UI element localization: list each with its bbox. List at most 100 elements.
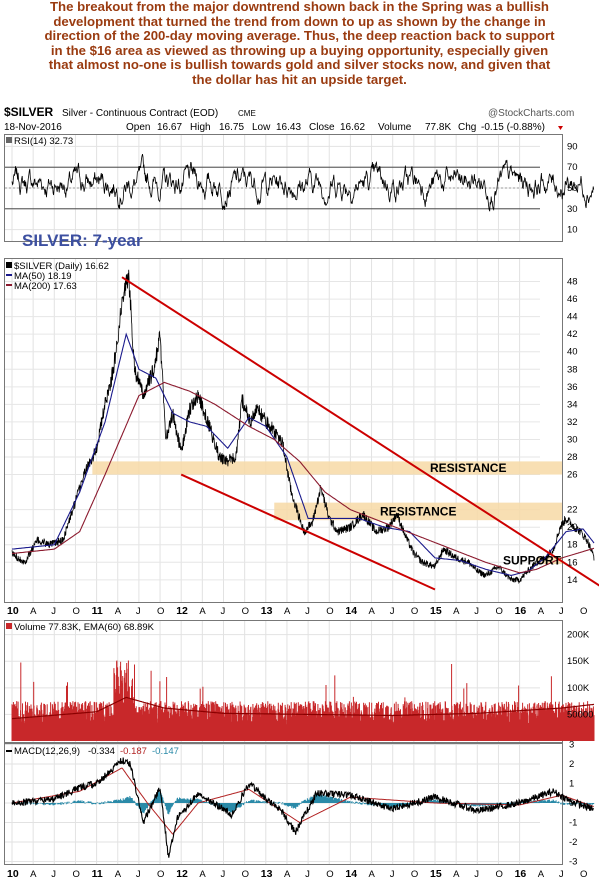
macd-tick-label: 1 [569,779,574,790]
x-axis-label: O [411,606,418,617]
x-axis-label: J [221,869,226,880]
channel-upper-line [121,276,599,587]
rsi-legend: RSI(14) 32.73 [6,136,73,147]
macd-tick-label: 0 [569,798,574,809]
price-zone-band [92,461,563,475]
open-value: 16.67 [157,122,182,133]
x-axis-label: 13 [261,868,273,880]
volume-legend: Volume 77.83K, EMA(60) 68.89K [6,622,155,633]
x-axis-label: 15 [430,605,442,617]
price-tick-label: 20 [567,522,578,533]
x-axis-label: A [115,869,122,880]
volume-tick-label: 100K [567,683,590,694]
x-axis-label: J [559,606,564,617]
close-value: 16.62 [340,122,365,133]
rsi-legend-text: RSI(14) 32.73 [14,136,73,147]
macd-tick-label: 2 [569,759,574,770]
close-label: Close [309,122,335,133]
price-legend: $SILVER (Daily) 16.62 MA(50) 18.19 MA(20… [6,261,109,292]
price-tick-label: 42 [567,329,578,340]
x-axis-label: J [474,869,479,880]
rsi-legend-swatch [6,137,12,143]
volume-bars [11,660,595,741]
macd-legend: MACD(12,26,9) -0.334 -0.187 -0.147 [6,746,179,757]
symbol-label: $SILVER [4,105,53,119]
x-axis-label: O [72,606,79,617]
chg-label: Chg [458,122,476,133]
x-axis-label: O [411,869,418,880]
x-axis-label: A [538,606,545,617]
instrument-name: Silver - Continuous Contract (EOD) [62,108,218,119]
volume-legend-swatch [6,623,12,629]
x-axis-label: O [242,869,249,880]
x-axis-label: A [115,606,122,617]
rsi-tick-label: 70 [567,162,578,173]
chart-title: SILVER: 7-year [22,231,143,250]
price-tick-label: 32 [567,417,578,428]
price-zone-band [536,557,562,565]
rsi-tick-label: 10 [567,225,578,236]
chart-header: $SILVER Silver - Continuous Contract (EO… [4,105,574,133]
rsi-tick-label: 30 [567,204,578,215]
x-axis-label: A [453,869,460,880]
price-tick-label: 48 [567,277,578,288]
annotation-line: the dollar has hit an upside target. [192,71,407,87]
x-axis-label: O [72,869,79,880]
x-axis-label: 16 [515,605,527,617]
macd-signal-value: -0.187 [120,746,147,757]
annotation-line: direction of the 200-day moving average.… [44,28,555,43]
price-legend-text: $SILVER (Daily) 16.62 [14,261,109,272]
date-label: 18-Nov-2016 [4,122,62,133]
x-axis-label: A [30,606,37,617]
zone-label-resistance-upper: RESISTANCE [430,461,506,475]
x-axis-label: A [199,606,206,617]
macd-tick-label: -3 [569,857,577,868]
high-label: High [190,122,211,133]
price-tick-label: 14 [567,575,578,586]
annotation-text: The breakout from the major downtrend sh… [0,0,599,92]
x-axis-label: A [284,606,291,617]
open-label: Open [126,122,150,133]
channel-lower-line [180,473,436,591]
x-axis-label: J [390,606,395,617]
down-arrow-icon [558,126,563,130]
macd-line [11,757,595,858]
price-tick-label: 22 [567,505,578,516]
price-tick-label: 30 [567,434,578,445]
annotation-line: in the $16 area as viewed as throwing up… [50,42,549,58]
x-axis-label: 15 [430,868,442,880]
x-axis-label: 11 [92,605,103,617]
x-axis-label: J [136,869,141,880]
x-axis-label: J [221,606,226,617]
price-legend-swatch [6,262,12,268]
low-value: 16.43 [276,122,301,133]
x-axis-label: 14 [345,605,357,617]
x-axis-label: A [538,869,545,880]
ma200-legend-text: MA(200) 17.63 [14,281,77,292]
x-axis-label: 10 [7,868,19,880]
price-series-line [11,269,595,584]
x-axis-label: A [199,869,206,880]
x-axis-label: O [580,606,587,617]
annotation-line: that almost no-one is bullish towards go… [48,57,551,72]
price-tick-label: 26 [567,470,578,481]
macd-legend-name: MACD(12,26,9) [14,746,80,757]
rsi-line [11,153,595,212]
low-label: Low [252,122,271,133]
volume-tick-label: 50000 [567,709,593,720]
x-axis-label: O [495,869,502,880]
macd-tick-label: -2 [569,837,577,848]
x-axis-label: 16 [515,868,527,880]
price-tick-label: 44 [567,312,578,323]
x-axis-label: A [30,869,37,880]
x-axis-label: J [136,606,141,617]
price-tick-label: 18 [567,540,578,551]
x-axis-label: O [326,869,333,880]
annotation-line: development that turned the trend from d… [53,13,546,29]
x-axis-label: J [51,606,56,617]
x-axis-label: 14 [345,868,357,880]
macd-tick-label: -1 [569,818,577,829]
x-axis-label: J [51,869,56,880]
rsi-tick-label: 50 [567,183,578,194]
